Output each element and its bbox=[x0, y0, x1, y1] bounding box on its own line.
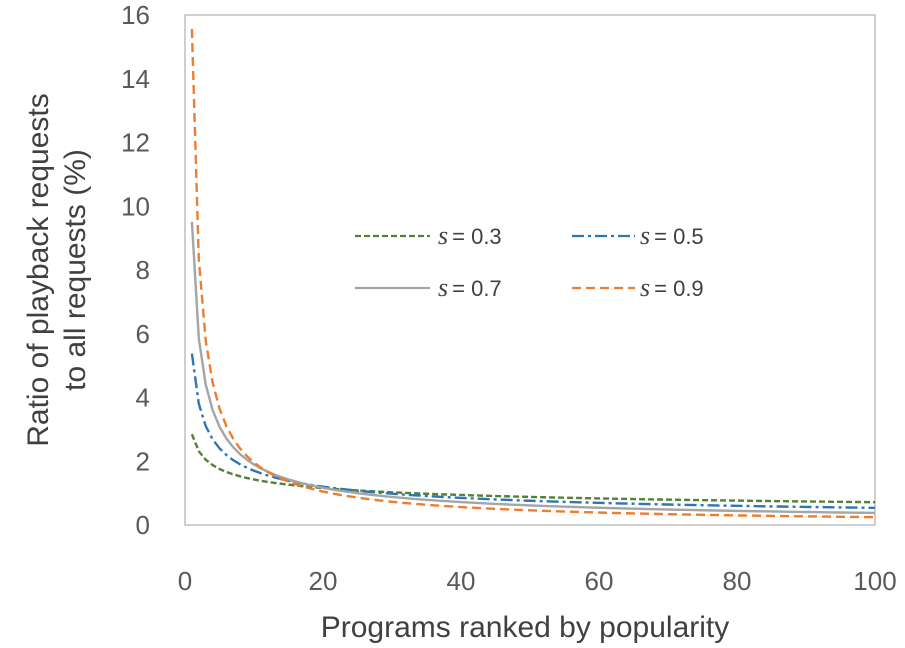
y-tick-label: 2 bbox=[136, 446, 150, 476]
legend-item-s05: s = 0.5 bbox=[572, 221, 704, 250]
y-axis-title: Ratio of playback requests to all reques… bbox=[22, 93, 92, 447]
legend-item-s07: s = 0.7 bbox=[355, 273, 502, 302]
y-axis-title-line-1: Ratio of playback requests bbox=[22, 93, 55, 447]
legend-label-s03: s = 0.3 bbox=[438, 221, 502, 250]
series-lines bbox=[190, 28, 876, 519]
legend-label-s05: s = 0.5 bbox=[640, 221, 704, 250]
y-tick-label: 12 bbox=[121, 128, 150, 158]
legend-item-s03: s = 0.3 bbox=[355, 221, 502, 250]
y-tick-label: 16 bbox=[121, 0, 150, 30]
series-line-03 bbox=[190, 433, 876, 504]
y-tick-label: 10 bbox=[121, 191, 150, 221]
series-line-07 bbox=[190, 221, 876, 515]
y-tick-label: 8 bbox=[136, 255, 150, 285]
y-tick-label: 4 bbox=[136, 383, 150, 413]
y-axis-title-line-2: to all requests (%) bbox=[59, 149, 92, 391]
y-axis-ticks: 0 2 4 6 8 10 12 14 16 bbox=[121, 0, 150, 540]
x-tick-label: 40 bbox=[447, 566, 476, 596]
legend: s = 0.3 s = 0.5 s = 0.7 s = 0.9 bbox=[355, 221, 704, 302]
legend-label-s07: s = 0.7 bbox=[438, 273, 502, 302]
x-tick-label: 60 bbox=[585, 566, 614, 596]
x-tick-label: 100 bbox=[853, 566, 896, 596]
series-line-09 bbox=[190, 28, 876, 519]
x-tick-label: 80 bbox=[723, 566, 752, 596]
x-axis-title: Programs ranked by popularity bbox=[321, 611, 730, 644]
y-tick-label: 0 bbox=[136, 510, 150, 540]
y-tick-label: 6 bbox=[136, 319, 150, 349]
legend-item-s09: s = 0.9 bbox=[572, 273, 704, 302]
plot-area-frame bbox=[184, 14, 876, 526]
legend-label-s09: s = 0.9 bbox=[640, 273, 704, 302]
x-tick-label: 20 bbox=[309, 566, 338, 596]
y-tick-label: 14 bbox=[121, 64, 150, 94]
x-axis-ticks: 0 20 40 60 80 100 bbox=[178, 566, 897, 596]
x-tick-label: 0 bbox=[178, 566, 192, 596]
